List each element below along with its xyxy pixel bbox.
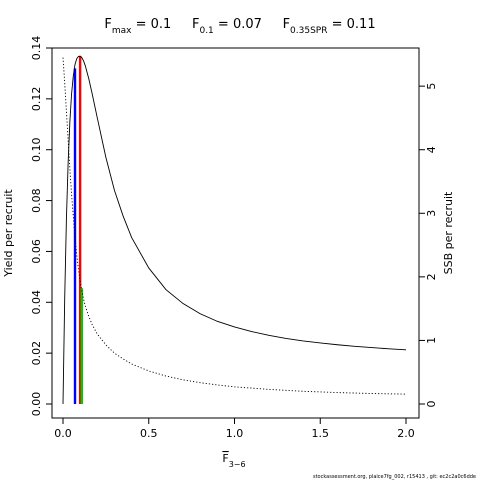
- x-tick-label: 0.0: [54, 427, 72, 440]
- y-tick-label: 0.08: [30, 188, 43, 213]
- ssb-per-recruit-line: [62, 57, 407, 395]
- plot-frame: [51, 47, 420, 419]
- chart-title: Fmax = 0.1 F0.1 = 0.07 F0.35SPR = 0.11: [104, 17, 375, 36]
- y-axis-label: Yield per recruit: [2, 189, 15, 278]
- y-tick-label: 0.02: [30, 341, 43, 366]
- y2-axis-label: SSB per recruit: [442, 191, 455, 274]
- x-tick-label: 2.0: [397, 427, 415, 440]
- y-tick-label: 0.10: [30, 137, 43, 162]
- x-tick-label: 1.0: [226, 427, 244, 440]
- y2-tick-label: 1: [425, 337, 438, 344]
- x-axis-label: F3−6: [222, 452, 245, 469]
- y-tick-label: 0.00: [30, 392, 43, 417]
- footer-text: stockassessment.org, plaice7fg_002, r154…: [313, 474, 476, 480]
- yield-per-recruit-line: [62, 55, 407, 405]
- y2-tick-label: 0: [425, 401, 438, 408]
- x-tick-label: 0.5: [140, 427, 158, 440]
- y-tick-label: 0.14: [30, 36, 43, 61]
- y-tick-label: 0.06: [30, 239, 43, 264]
- y2-tick-label: 2: [425, 273, 438, 280]
- plot-area: [62, 55, 407, 405]
- x-tick-label: 1.5: [312, 427, 330, 440]
- y2-tick-label: 5: [425, 83, 438, 90]
- y2-tick-label: 4: [425, 146, 438, 153]
- axes: 0.0 0.5 1.0 1.5 2.0 0.00 0.02 0.04 0.06 0.08 0.10 0…: [30, 36, 438, 440]
- y2-tick-label: 3: [425, 210, 438, 217]
- y-tick-label: 0.12: [30, 87, 43, 112]
- y-tick-label: 0.04: [30, 290, 43, 315]
